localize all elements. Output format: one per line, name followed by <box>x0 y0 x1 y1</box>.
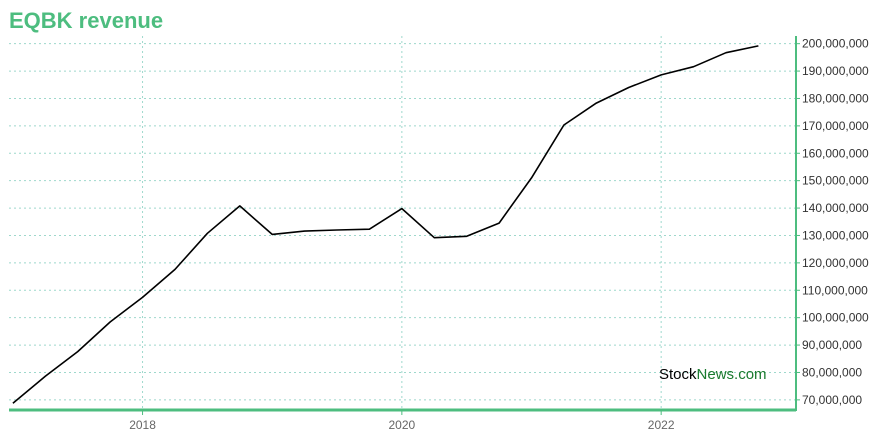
y-tick-label: 200,000,000 <box>802 37 869 51</box>
y-tick-label: 150,000,000 <box>802 174 869 188</box>
y-tick-label: 170,000,000 <box>802 119 869 133</box>
y-tick-label: 80,000,000 <box>802 365 862 379</box>
x-tick-label: 2022 <box>648 418 675 432</box>
watermark-news: News <box>697 366 735 383</box>
y-tick-label: 90,000,000 <box>802 338 862 352</box>
revenue-series-line <box>12 45 759 404</box>
y-tick-label: 140,000,000 <box>802 201 869 215</box>
grid-lines <box>9 36 796 410</box>
y-tick-label: 70,000,000 <box>802 393 862 407</box>
y-tick-label: 180,000,000 <box>802 91 869 105</box>
y-tick-label: 100,000,000 <box>802 311 869 325</box>
y-tick-label: 110,000,000 <box>802 283 868 297</box>
x-tick-label: 2018 <box>129 418 156 432</box>
y-tick-label: 120,000,000 <box>802 256 869 270</box>
y-axis-ticks: 70,000,000 80,000,000 90,000,000 100,000,00… <box>796 37 869 407</box>
x-axis-ticks: 2018 2020 2022 <box>129 410 675 432</box>
chart-title: EQBK revenue <box>9 8 164 33</box>
stocknews-watermark: StockNews.com <box>659 366 767 383</box>
y-tick-label: 190,000,000 <box>802 64 869 78</box>
watermark-stock: Stock <box>659 366 697 383</box>
x-tick-label: 2020 <box>389 418 416 432</box>
y-tick-label: 160,000,000 <box>802 146 869 160</box>
watermark-com: .com <box>734 366 767 383</box>
y-tick-label: 130,000,000 <box>802 228 869 242</box>
